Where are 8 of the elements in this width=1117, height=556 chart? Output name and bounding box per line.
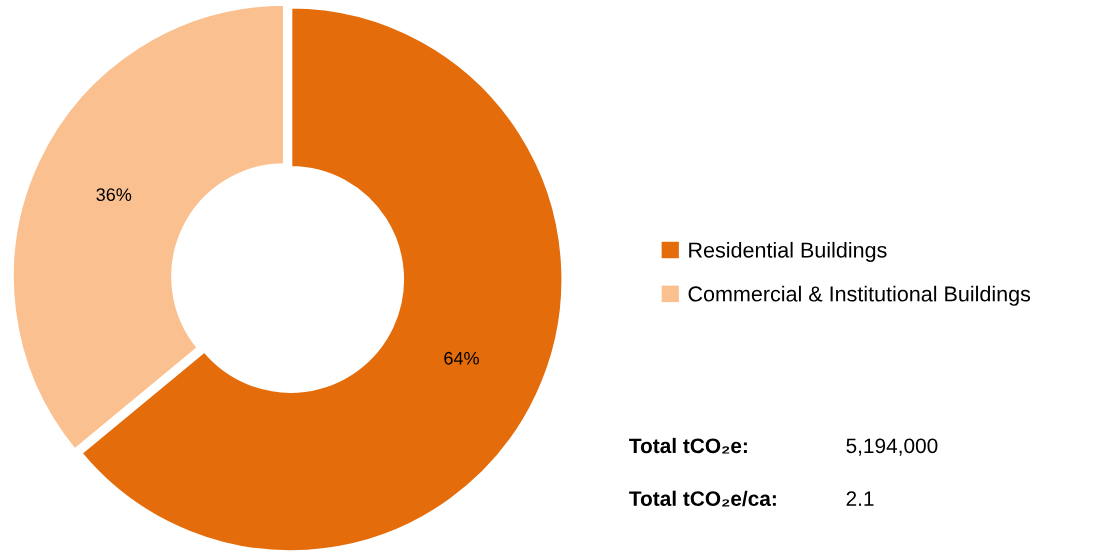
text: Total tCO₂e/ca: [629, 490, 776, 507]
data-label: 64% [444, 351, 479, 365]
text: 2.1 [846, 491, 874, 506]
data-label: 36% [96, 188, 132, 202]
text: 5,194,000 [846, 438, 938, 456]
legend-label: Residential Buildings [689, 241, 887, 262]
text: Total tCO₂e: [629, 437, 747, 454]
legend-label: Commercial & Institutional Buildings [688, 285, 1031, 306]
